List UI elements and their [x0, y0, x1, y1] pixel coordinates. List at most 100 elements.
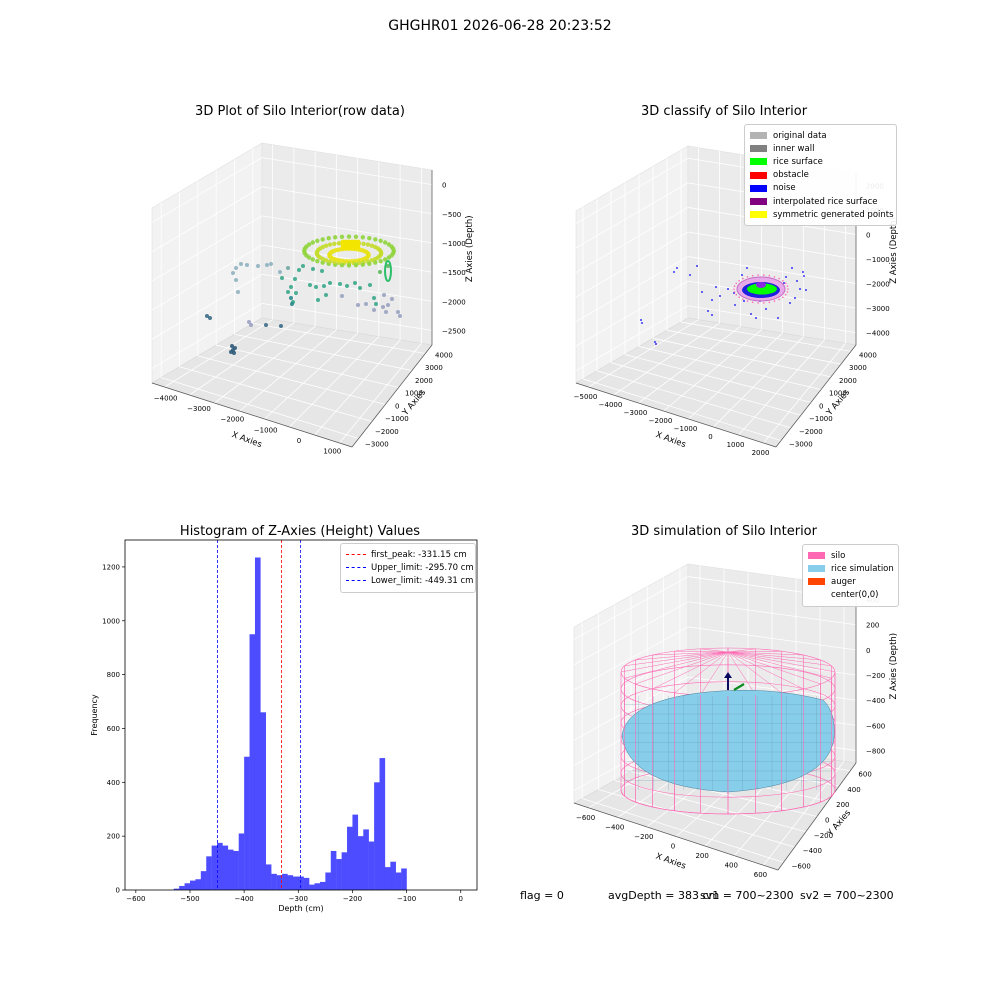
legend-item-rice-surface: rice surface	[750, 155, 891, 168]
y-grid-floor	[264, 332, 358, 420]
x-tick-label: −2000	[649, 417, 673, 425]
noise-point	[641, 322, 643, 324]
x-tick-label: −300	[289, 895, 308, 903]
legend-swatch	[808, 552, 825, 560]
figure-title: GHGHR01 2026-06-28 20:23:52	[388, 18, 612, 34]
y-axis-line	[777, 762, 857, 871]
sv1-status: sv1 = 700~2300	[700, 889, 794, 902]
noise-point	[755, 317, 757, 319]
data-point	[340, 294, 344, 298]
data-point	[234, 266, 238, 270]
y-grid-floor	[239, 329, 337, 412]
rice-cluster-point	[372, 256, 378, 262]
legend-item-center: center(0,0)	[808, 589, 893, 602]
wall-point	[757, 274, 759, 276]
data-point	[372, 308, 376, 312]
roof-wire	[674, 650, 729, 653]
z-grid-right	[261, 186, 433, 215]
data-point	[314, 285, 318, 289]
histogram-bar	[189, 880, 196, 890]
x-tick-label: 1000	[323, 448, 341, 456]
rice-cluster-point	[310, 257, 315, 262]
roof-wire	[700, 651, 729, 696]
x-grid-floor	[179, 366, 373, 422]
rice-cluster-point	[315, 238, 320, 243]
y-grid-floor	[663, 329, 762, 412]
legend-label: center(0,0)	[831, 590, 879, 601]
y-grid-floor	[588, 319, 699, 388]
sv2-status: sv2 = 700~2300	[800, 889, 894, 902]
legend-item-noise: noise	[750, 182, 891, 195]
histogram-bar	[336, 859, 342, 890]
y-tick-label: 1000	[102, 617, 120, 625]
wall-point	[784, 282, 787, 285]
z-grid-right	[687, 601, 857, 626]
legend-swatch	[808, 592, 825, 599]
y-tick-label: 400	[847, 786, 860, 794]
rice-cluster-point	[356, 260, 362, 265]
data-point	[316, 298, 320, 302]
flag-status: flag = 0	[520, 889, 564, 902]
roof-wire	[624, 651, 729, 679]
legend-label: first_peak: -331.15 cm	[371, 549, 467, 560]
x-axis-line	[151, 382, 353, 448]
legend-label: original data	[773, 130, 827, 141]
z-grid-left	[573, 601, 689, 666]
data-point	[386, 303, 390, 307]
data-point	[294, 291, 298, 295]
wall-point	[746, 300, 749, 302]
y-grid-floor	[613, 322, 720, 396]
y-tick-label: −2000	[799, 428, 823, 436]
y-tick-label: 0	[395, 402, 399, 410]
histogram-bar	[233, 850, 239, 890]
data-point	[358, 286, 362, 290]
histogram-bar	[195, 879, 202, 890]
histogram-bar	[222, 845, 229, 890]
data-point	[338, 282, 342, 286]
noise-point	[794, 297, 796, 299]
legend-label: rice simulation	[831, 563, 894, 574]
plot1-axes: −4000 −3000 −2000 −1000 0 1000 −3000 −2000 −1000…	[151, 142, 475, 456]
plot2-axes: −5000−4000−3000−2000−1000010002000−3000−…	[574, 145, 899, 457]
data-point	[249, 323, 253, 327]
roof-wire	[727, 651, 804, 656]
wall-point	[763, 274, 765, 276]
axes-frame	[124, 539, 478, 891]
rice-cluster-point	[320, 237, 325, 242]
x-tick-label: −1000	[254, 426, 278, 434]
x-grid-floor	[624, 354, 812, 403]
wall-point	[746, 276, 749, 278]
data-point	[384, 310, 388, 314]
simulation-legend: silo rice simulation auger center(0,0)	[802, 544, 899, 607]
histogram-bar	[249, 634, 256, 890]
data-point	[297, 268, 301, 272]
data-point	[382, 293, 386, 297]
data-point	[289, 296, 293, 300]
x-tick-label: −600	[576, 814, 595, 822]
histogram-bar	[179, 885, 185, 890]
rice-cluster-point	[353, 234, 359, 239]
z-tick-label: 0	[866, 647, 870, 655]
wall-point	[757, 302, 759, 304]
noise-point	[799, 288, 801, 290]
noise-point	[750, 313, 752, 315]
histogram-bar	[173, 888, 180, 890]
y-tick-label: 600	[107, 725, 120, 733]
histogram-bar	[298, 876, 304, 890]
noise-point	[711, 314, 713, 316]
roof-wire	[727, 651, 832, 679]
z-grid-left	[573, 676, 689, 741]
noise-point	[765, 308, 767, 310]
legend-swatch	[750, 171, 767, 179]
silo-front-ring	[620, 789, 836, 815]
data-point	[286, 290, 290, 294]
rice-cluster-point	[378, 259, 383, 264]
x-tick-label: 400	[725, 862, 738, 870]
data-point	[293, 277, 297, 281]
y-tick-label: 200	[107, 833, 120, 841]
wall-point	[738, 296, 740, 299]
wall-point	[733, 288, 735, 290]
histogram-bar	[227, 849, 234, 890]
rice-cluster-point	[315, 259, 320, 264]
x-tick-label: 0	[708, 433, 712, 441]
